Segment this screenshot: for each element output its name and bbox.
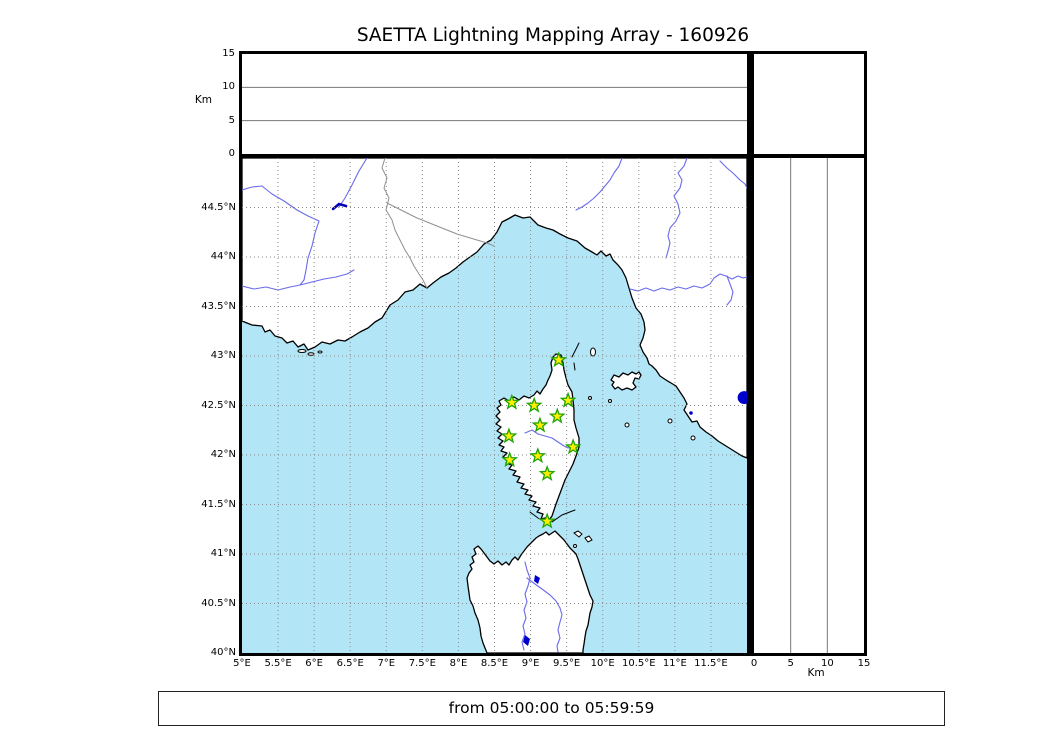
page-title: SAETTA Lightning Mapping Array - 160926 bbox=[356, 25, 750, 46]
lon-tick-label: 10.5°E bbox=[621, 658, 656, 669]
station-star-marker bbox=[503, 393, 521, 410]
lon-tick-label: 11°E bbox=[662, 658, 687, 669]
admin-border-branch bbox=[386, 202, 495, 247]
map-gridlines bbox=[242, 158, 747, 653]
altitude-longitude-panel bbox=[239, 51, 751, 158]
lon-tick-label: 9.5°E bbox=[553, 658, 581, 669]
distance-axis-unit-label: Km bbox=[807, 667, 825, 679]
lon-tick-label: 7.5°E bbox=[408, 658, 436, 669]
small-island bbox=[608, 399, 612, 403]
lon-tick-label: 6°E bbox=[305, 658, 323, 669]
river-golo-corsica bbox=[524, 429, 574, 449]
altitude-latitude-panel bbox=[750, 155, 867, 656]
france-italy-border bbox=[381, 158, 428, 289]
small-islands bbox=[297, 342, 696, 548]
lat-tick-label: 44°N bbox=[210, 251, 236, 262]
altitude-latitude-plot bbox=[790, 158, 828, 653]
lake-bolsena-dot bbox=[737, 391, 747, 405]
maddalena-islet bbox=[573, 544, 577, 548]
river-sardinia-east bbox=[526, 577, 563, 653]
river-durance-lower bbox=[242, 269, 355, 291]
lon-tick-label: 5.5°E bbox=[264, 658, 292, 669]
lat-tick-label: 41°N bbox=[210, 548, 236, 559]
coastline-corsica bbox=[495, 353, 580, 521]
station-map bbox=[242, 158, 747, 653]
maddalena-islet bbox=[573, 530, 583, 538]
time-window-box: from 05:00:00 to 05:59:59 bbox=[158, 691, 945, 726]
lon-tick-label: 7°E bbox=[377, 658, 396, 669]
hyeres-island bbox=[307, 352, 315, 356]
lon-tick-label: 5°E bbox=[233, 658, 251, 669]
giglio-island bbox=[690, 435, 696, 441]
hyeres-island bbox=[297, 349, 307, 353]
station-star-marker bbox=[564, 438, 582, 455]
altitude-longitude-plot bbox=[242, 86, 747, 122]
coastline-sardinia bbox=[466, 530, 594, 653]
lat-tick-label: 40°N bbox=[210, 647, 236, 658]
rivers bbox=[242, 158, 747, 653]
landmasses bbox=[242, 158, 747, 653]
map-panel bbox=[239, 155, 751, 656]
hyeres-island bbox=[317, 350, 323, 354]
time-window-text: from 05:00:00 to 05:59:59 bbox=[448, 699, 655, 717]
lake-coghinas bbox=[534, 575, 540, 584]
station-star-marker bbox=[501, 451, 519, 468]
lat-tick-label: 40.5°N bbox=[201, 597, 236, 609]
lat-tick-label: 42°N bbox=[210, 449, 236, 460]
station-star-marker bbox=[538, 512, 556, 529]
river-sardinia-west bbox=[521, 561, 531, 651]
station-markers-layer bbox=[500, 351, 747, 529]
pianosa-island bbox=[624, 422, 630, 428]
station-star-marker bbox=[525, 396, 543, 413]
top-alt-tick-label: 5 bbox=[228, 114, 235, 126]
station-star-marker bbox=[529, 447, 547, 464]
river-tiber-upper bbox=[665, 158, 688, 259]
lon-tick-label: 10°E bbox=[590, 658, 615, 669]
cap-corse-offshore-segments bbox=[571, 342, 580, 371]
lon-tick-label: 9°E bbox=[521, 658, 540, 669]
right-alt-tick-label: 10 bbox=[820, 658, 834, 669]
top-alt-tick-label: 15 bbox=[222, 48, 235, 59]
admin-borders bbox=[381, 158, 495, 289]
corner-panel bbox=[750, 51, 867, 158]
lat-tick-label: 41.5°N bbox=[201, 498, 236, 510]
station-star-marker bbox=[538, 464, 556, 481]
coastline-mainland-france-italy bbox=[242, 158, 747, 459]
montecristo-island bbox=[667, 418, 673, 424]
lon-tick-label: 8.5°E bbox=[480, 658, 509, 669]
coastline-elba bbox=[610, 371, 642, 391]
right-alt-tick-label: 15 bbox=[857, 658, 871, 669]
river-france bbox=[338, 158, 368, 208]
station-star-marker bbox=[550, 351, 568, 368]
small-island bbox=[588, 396, 592, 400]
top-alt-tick-label: 10 bbox=[222, 81, 235, 93]
river-po-tributary bbox=[575, 158, 623, 211]
river-durance-upper bbox=[242, 185, 320, 286]
lat-tick-label: 43°N bbox=[210, 350, 236, 361]
lat-tick-label: 44.5°N bbox=[201, 201, 236, 213]
right-alt-tick-label: 5 bbox=[787, 658, 794, 669]
lat-tick-label: 42.5°N bbox=[201, 399, 236, 411]
lon-tick-label: 11.5°E bbox=[694, 658, 728, 669]
river-arno bbox=[629, 273, 747, 292]
altitude-axis-unit-label: Km bbox=[194, 94, 212, 106]
right-alt-tick-label: 0 bbox=[750, 658, 758, 669]
river-northeast bbox=[719, 160, 747, 189]
lat-tick-label: 43.5°N bbox=[201, 300, 236, 312]
lon-tick-label: 6.5°E bbox=[336, 658, 364, 669]
lake-sardinia bbox=[523, 635, 530, 646]
station-star-marker bbox=[531, 416, 549, 433]
maddalena-islet bbox=[584, 535, 593, 543]
lon-tick-label: 8°E bbox=[449, 658, 468, 669]
top-alt-tick-label: 0 bbox=[228, 148, 235, 159]
capraia-island bbox=[590, 347, 596, 357]
station-star-marker bbox=[559, 391, 577, 408]
station-star-marker bbox=[548, 407, 566, 424]
station-star-marker bbox=[500, 427, 518, 444]
river-arno-branch bbox=[726, 275, 734, 306]
orbetello-lagoon bbox=[689, 411, 693, 415]
